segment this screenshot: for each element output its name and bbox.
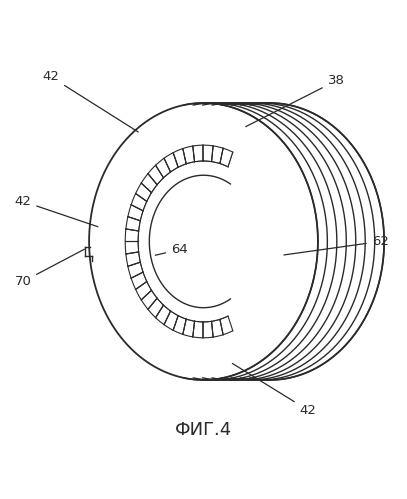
Text: 64: 64 xyxy=(155,243,188,256)
Text: 38: 38 xyxy=(246,74,344,127)
Text: 42: 42 xyxy=(232,363,316,417)
Text: 70: 70 xyxy=(14,249,84,288)
Text: 62: 62 xyxy=(284,235,389,255)
Text: ФИГ.4: ФИГ.4 xyxy=(175,421,232,439)
Text: 42: 42 xyxy=(14,195,98,227)
Text: 42: 42 xyxy=(42,70,138,132)
